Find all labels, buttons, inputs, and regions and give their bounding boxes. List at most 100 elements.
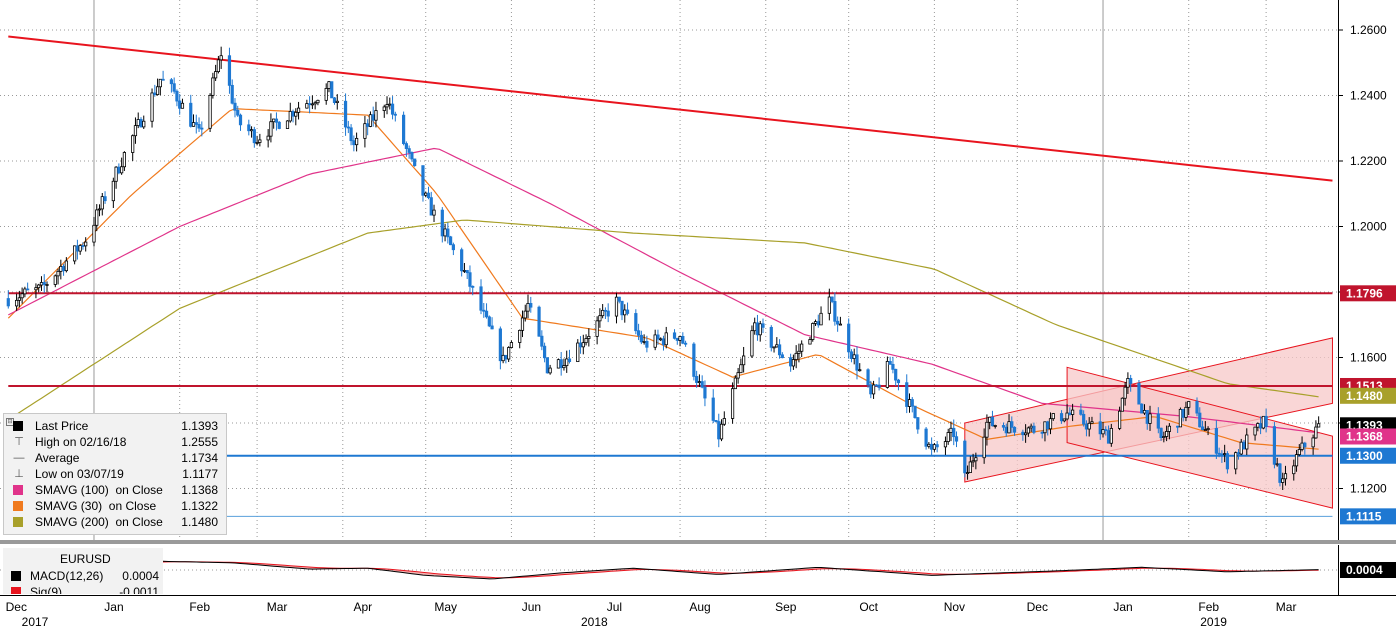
candle-body <box>1236 452 1241 455</box>
moving-average-line <box>8 147 1319 434</box>
candle-body <box>349 127 353 142</box>
legend-label: Last Price <box>35 419 89 433</box>
candle-body <box>308 103 312 105</box>
candle-body <box>548 367 552 374</box>
candle-body <box>1079 409 1083 415</box>
candle-body <box>559 359 563 369</box>
candle-body <box>891 363 895 370</box>
candle-body <box>866 369 870 386</box>
candle-body <box>916 417 920 430</box>
candle-body <box>332 97 337 103</box>
candle-body <box>285 120 290 129</box>
candle-body <box>1101 429 1105 435</box>
legend-swatch <box>11 587 21 594</box>
candle-body <box>1118 410 1122 429</box>
candle-body <box>739 364 743 374</box>
candle-body <box>703 386 707 399</box>
candle-body <box>733 377 737 390</box>
candle-body <box>449 236 453 246</box>
candle-body <box>625 309 630 314</box>
candle-body <box>869 384 873 395</box>
candle-body <box>1198 412 1202 428</box>
candle-body <box>847 323 851 353</box>
candle-body <box>1068 412 1072 415</box>
candle-body <box>92 224 96 243</box>
candle-body <box>75 245 80 252</box>
candle-body <box>819 312 823 326</box>
candle-body <box>924 428 928 447</box>
candle-body <box>1156 413 1160 429</box>
candle-body <box>150 92 154 122</box>
candle-body <box>56 270 60 277</box>
legend-swatch <box>13 421 23 431</box>
candle-body <box>277 121 281 129</box>
candle-body <box>498 328 502 362</box>
candle-body <box>1082 413 1086 425</box>
legend-value: 0.0004 <box>122 569 159 583</box>
legend-item-smavg-200: SMAVG (200) on Close 1.1480 <box>4 514 226 530</box>
candle-body <box>443 228 447 237</box>
legend-label: MACD(12,26) <box>30 569 104 583</box>
legend-value: 1.2555 <box>181 435 218 449</box>
candle-body <box>20 293 24 299</box>
candle-body <box>1261 415 1265 429</box>
candle-body <box>830 296 834 302</box>
candle-body <box>178 100 182 109</box>
candle-body <box>598 315 602 322</box>
candle-body <box>1264 415 1268 427</box>
candle-body <box>576 342 580 363</box>
candle-body <box>34 287 38 291</box>
candle-body <box>1007 421 1011 434</box>
candle-body <box>136 119 140 127</box>
candle-body <box>305 103 309 109</box>
candle-body <box>1126 378 1130 388</box>
candle-body <box>963 440 967 474</box>
candle-body <box>813 321 818 324</box>
candle-body <box>833 301 837 322</box>
candle-body <box>310 103 314 106</box>
price-tag-label: 1.1368 <box>1346 429 1383 443</box>
candle-body <box>103 196 107 202</box>
candle-body <box>717 421 721 440</box>
candle-body <box>95 209 99 226</box>
candle-body <box>1010 421 1014 428</box>
candle-body <box>296 107 301 113</box>
candle-body <box>429 197 433 216</box>
candle-body <box>1137 383 1141 405</box>
candle-body <box>1026 427 1030 434</box>
candle-body <box>42 282 46 285</box>
moving-average-line <box>7 219 1319 421</box>
candle-body <box>639 334 643 343</box>
candle-body <box>1220 453 1224 456</box>
candle-body <box>968 461 972 473</box>
x-tick-label: Nov <box>944 600 965 614</box>
candle-body <box>1071 409 1075 415</box>
legend-label: Average <box>35 451 80 465</box>
candle-body <box>1106 430 1111 444</box>
candle-body <box>871 384 876 395</box>
price-tag-label: 1.1796 <box>1346 286 1383 300</box>
candle-body <box>523 310 527 319</box>
candle-body <box>1206 428 1210 430</box>
legend-item-low: ⊥ Low on 03/07/19 1.1177 <box>4 466 226 482</box>
candle-body <box>346 126 350 129</box>
candle-body <box>504 354 508 360</box>
candle-body <box>139 119 143 128</box>
candle-body <box>1253 426 1257 436</box>
price-tag-box <box>1340 508 1396 525</box>
candle-body <box>932 444 936 450</box>
candle-body <box>1234 452 1238 470</box>
candle-body <box>874 384 878 387</box>
macd-tag-label: 0.0004 <box>1346 563 1383 577</box>
candle-body <box>291 111 295 117</box>
candle-body <box>462 270 467 272</box>
candle-body <box>471 285 475 288</box>
candle-body <box>363 123 367 139</box>
legend-value: -0.0011 <box>119 585 159 594</box>
candle-body <box>97 208 102 211</box>
candle-body <box>542 345 547 359</box>
candle-body <box>800 343 804 352</box>
candle-body <box>266 135 270 141</box>
candle-body <box>816 321 820 326</box>
x-tick-label: Dec <box>6 600 27 614</box>
